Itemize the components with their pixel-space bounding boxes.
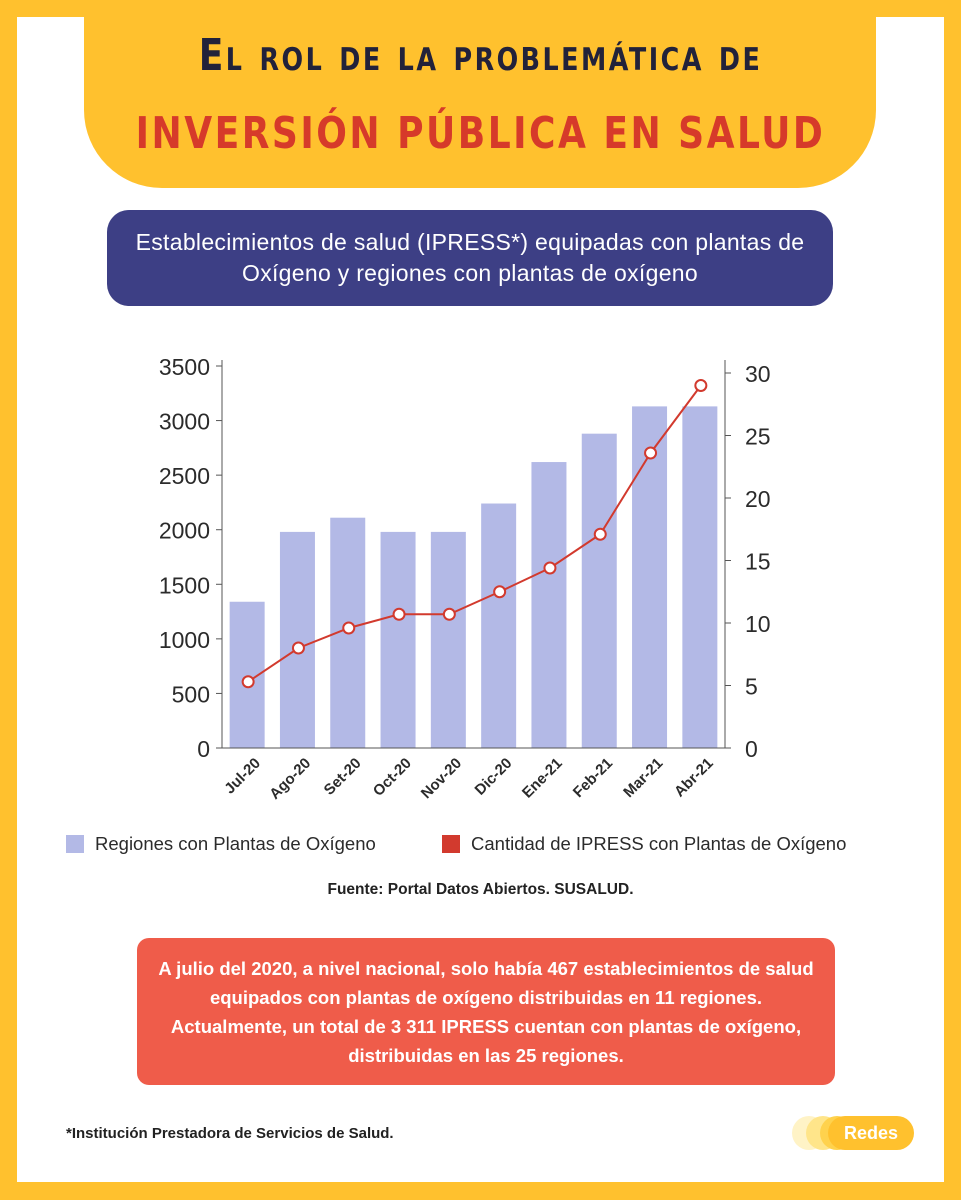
legend-item-line: Cantidad de IPRESS con Plantas de Oxígen… [442,832,846,856]
note-box: A julio del 2020, a nivel nacional, solo… [137,938,835,1085]
ipress-point-Jul-20 [241,675,255,689]
y-right-tick-label-10: 10 [745,611,771,637]
y-left-tick-label-1000: 1000 [159,627,210,653]
x-tick-label-Set-20: Set-20 [321,755,365,799]
bar-Oct-20 [380,531,416,748]
x-tick-label-Abr-21: Abr-21 [671,755,717,801]
note-text: A julio del 2020, a nivel nacional, solo… [158,957,814,1066]
bar-Dic-20 [481,503,517,748]
legend-swatch-line [442,835,460,853]
combo-chart: 0 500 1000 1500 2000 2500 3000 3500 0 5 10 15 20 25 30… [159,354,771,803]
y-left-tick-label-2500: 2500 [159,463,210,489]
x-tick-label-Ago-20: Ago-20 [266,755,314,803]
ipress-line [247,384,702,683]
ipress-point-Oct-20 [392,607,406,621]
legend-label-line: Cantidad de IPRESS con Plantas de Oxígen… [471,833,847,854]
title-line-1: El rol de la problemática de [198,30,763,81]
ipress-point-Set-20 [342,621,356,635]
legend-label-bars: Regiones con Plantas de Oxígeno [95,833,376,854]
x-tick-label-Feb-21: Feb-21 [570,755,616,801]
logo-text: Redes [828,1116,914,1150]
redes-logo: Redes [792,1116,917,1150]
x-tick-label-Mar-21: Mar-21 [620,755,666,801]
ipress-point-Abr-21 [694,379,708,392]
title-banner [84,0,876,188]
ipress-point-Mar-21 [644,446,658,460]
bar-Mar-21 [632,406,668,748]
chart-subtitle: Establecimientos de salud (IPRESS*) equi… [135,229,805,286]
ipress-point-Feb-21 [593,527,607,541]
bar-Ago-20 [279,531,315,748]
y-left-tick-label-3500: 3500 [159,354,210,380]
y-right-tick-label-0: 0 [745,736,758,762]
bar-Abr-21 [682,406,718,748]
ipress-point-Dic-20 [493,585,507,599]
bar-Ene-21 [531,462,567,748]
x-tick-label-Jul-20: Jul-20 [221,755,264,798]
x-tick-label-Dic-20: Dic-20 [472,755,516,799]
legend-swatch-bars [66,835,84,853]
x-tick-label-Oct-20: Oct-20 [370,755,415,800]
y-right-tick-label-15: 15 [745,549,771,575]
y-left-tick-label-1500: 1500 [159,572,210,598]
bar-Nov-20 [430,531,466,748]
ipress-point-Ene-21 [543,561,557,575]
y-left-tick-label-2000: 2000 [159,518,210,544]
y-right-tick-label-30: 30 [745,361,771,387]
legend-item-bars: Regiones con Plantas de Oxígeno [66,832,376,856]
chart-subtitle-box: Establecimientos de salud (IPRESS*) equi… [107,210,833,306]
ipress-point-Ago-20 [291,641,305,655]
footnote: *Institución Prestadora de Servicios de … [66,1125,394,1142]
bar-Feb-21 [581,433,617,748]
y-left-tick-label-0: 0 [197,736,210,762]
x-tick-label-Nov-20: Nov-20 [418,755,465,802]
x-tick-label-Ene-21: Ene-21 [519,755,566,802]
y-left-tick-label-500: 500 [172,681,210,707]
y-right-tick-label-20: 20 [745,486,771,512]
y-right-tick-label-5: 5 [745,674,758,700]
y-left-tick-label-3000: 3000 [159,409,210,435]
ipress-point-Nov-20 [442,607,456,621]
title-line-2: inversión pública en salud [135,108,826,159]
y-right-tick-label-25: 25 [745,424,771,450]
source-text: Fuente: Portal Datos Abiertos. SUSALUD. [327,881,634,898]
